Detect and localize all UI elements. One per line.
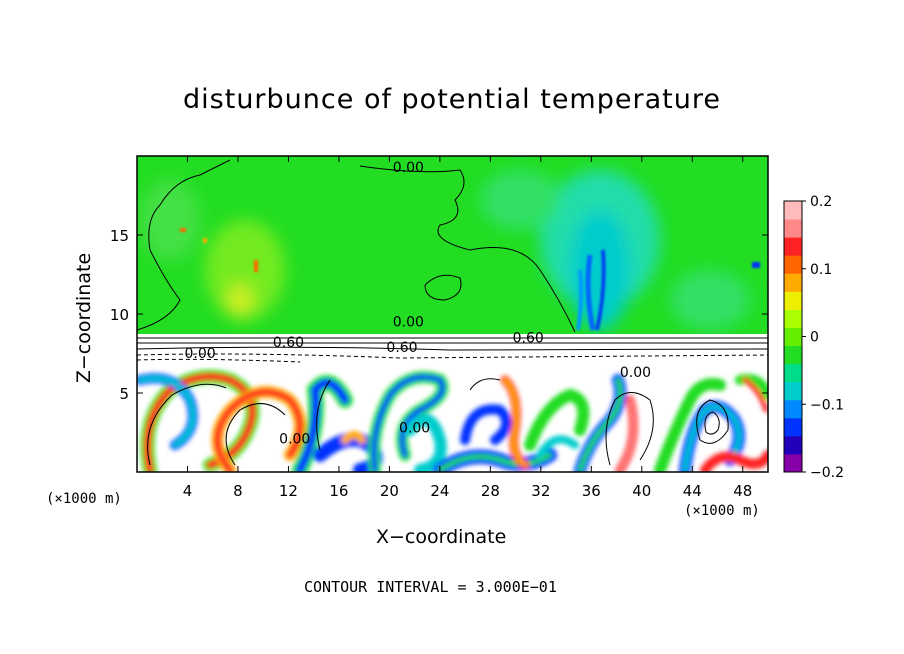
- y-axis-ticks: 5 10 15: [110, 227, 768, 403]
- colorbar-segment-12: [784, 237, 802, 256]
- colorbar-segment-14: [784, 201, 802, 220]
- colorbar-segment-6: [784, 345, 802, 365]
- colorbar-segment-9: [784, 291, 802, 310]
- colorbar-segment-13: [784, 219, 802, 238]
- y-tick-label-2: 15: [110, 227, 129, 245]
- x-tick-label-3: 16: [329, 482, 348, 500]
- x-tick-label-1: 8: [233, 482, 243, 500]
- x-tick-label-6: 28: [481, 482, 500, 500]
- x-tick-label-11: 48: [733, 482, 752, 500]
- contour-label-8: 0.00: [279, 432, 310, 448]
- colorbar-segment-10: [784, 273, 802, 292]
- contour-label-0: 0.00: [393, 160, 424, 176]
- contour-interval-note: CONTOUR INTERVAL = 3.000E−01: [304, 578, 557, 596]
- lower-turbulence: [137, 369, 768, 472]
- contour-label-7: 0.00: [399, 421, 430, 437]
- contour-label-3: 0.60: [273, 335, 304, 351]
- x-tick-label-0: 4: [183, 482, 193, 500]
- x-unit-left: (×1000 m): [46, 491, 122, 507]
- contour-label-6: 0.00: [620, 365, 651, 381]
- y-axis-label: Z−coordinate: [73, 252, 95, 384]
- contour-lines: [137, 159, 768, 466]
- colorbar-tick-label-0: 0.2: [810, 194, 832, 210]
- heatmap-field: 0.00 0.00 0.60 0.60 0.00 0.60 0.00 0.00 0.00: [137, 156, 768, 472]
- x-tick-label-10: 44: [683, 482, 702, 500]
- colorbar-segment-8: [784, 309, 802, 328]
- colorbar-labels: 0.2 0.1 0 −0.1 −0.2: [802, 194, 844, 481]
- colorbar-tick-label-3: −0.1: [810, 397, 844, 413]
- colorbar-tick-label-2: 0: [810, 330, 819, 346]
- contour-label-1: 0.00: [393, 315, 424, 331]
- x-unit-right: (×1000 m): [684, 503, 760, 519]
- chart-title: disturbunce of potential temperature: [183, 84, 721, 115]
- upper-streaks: [180, 228, 760, 331]
- contour-label-4: 0.00: [185, 346, 216, 362]
- x-tick-label-7: 32: [531, 482, 550, 500]
- contour-labels: 0.00 0.00 0.60 0.60 0.00 0.60 0.00 0.00 0.00: [185, 160, 652, 448]
- colorbar-segment-2: [784, 417, 802, 437]
- upper-patches: [140, 170, 750, 330]
- contour-label-2: 0.60: [513, 330, 544, 346]
- colorbar-segment-5: [784, 363, 802, 383]
- colorbar-tick-label-1: 0.1: [810, 262, 832, 278]
- x-tick-label-9: 40: [632, 482, 651, 500]
- colorbar-segment-7: [784, 327, 802, 347]
- colorbar-tick-label-4: −0.2: [810, 465, 844, 481]
- x-axis-ticks: 4 8 12 16 20 24 28 32 36 40 44 48: [183, 156, 752, 500]
- colorbar-segment-0: [784, 453, 802, 473]
- contour-label-5: 0.60: [386, 340, 417, 356]
- colorbar-segment-1: [784, 435, 802, 455]
- colorbar: [783, 200, 803, 473]
- colorbar-segment-4: [784, 381, 802, 401]
- x-tick-label-4: 20: [380, 482, 399, 500]
- colorbar-segment-3: [784, 399, 802, 419]
- colorbar-segment-11: [784, 255, 802, 274]
- x-tick-label-8: 36: [582, 482, 601, 500]
- x-axis-label: X−coordinate: [376, 526, 507, 548]
- y-tick-label-0: 5: [119, 385, 129, 403]
- middle-layer: [137, 334, 768, 368]
- y-tick-label-1: 10: [110, 306, 129, 324]
- x-tick-label-5: 24: [430, 482, 449, 500]
- x-tick-label-2: 12: [279, 482, 298, 500]
